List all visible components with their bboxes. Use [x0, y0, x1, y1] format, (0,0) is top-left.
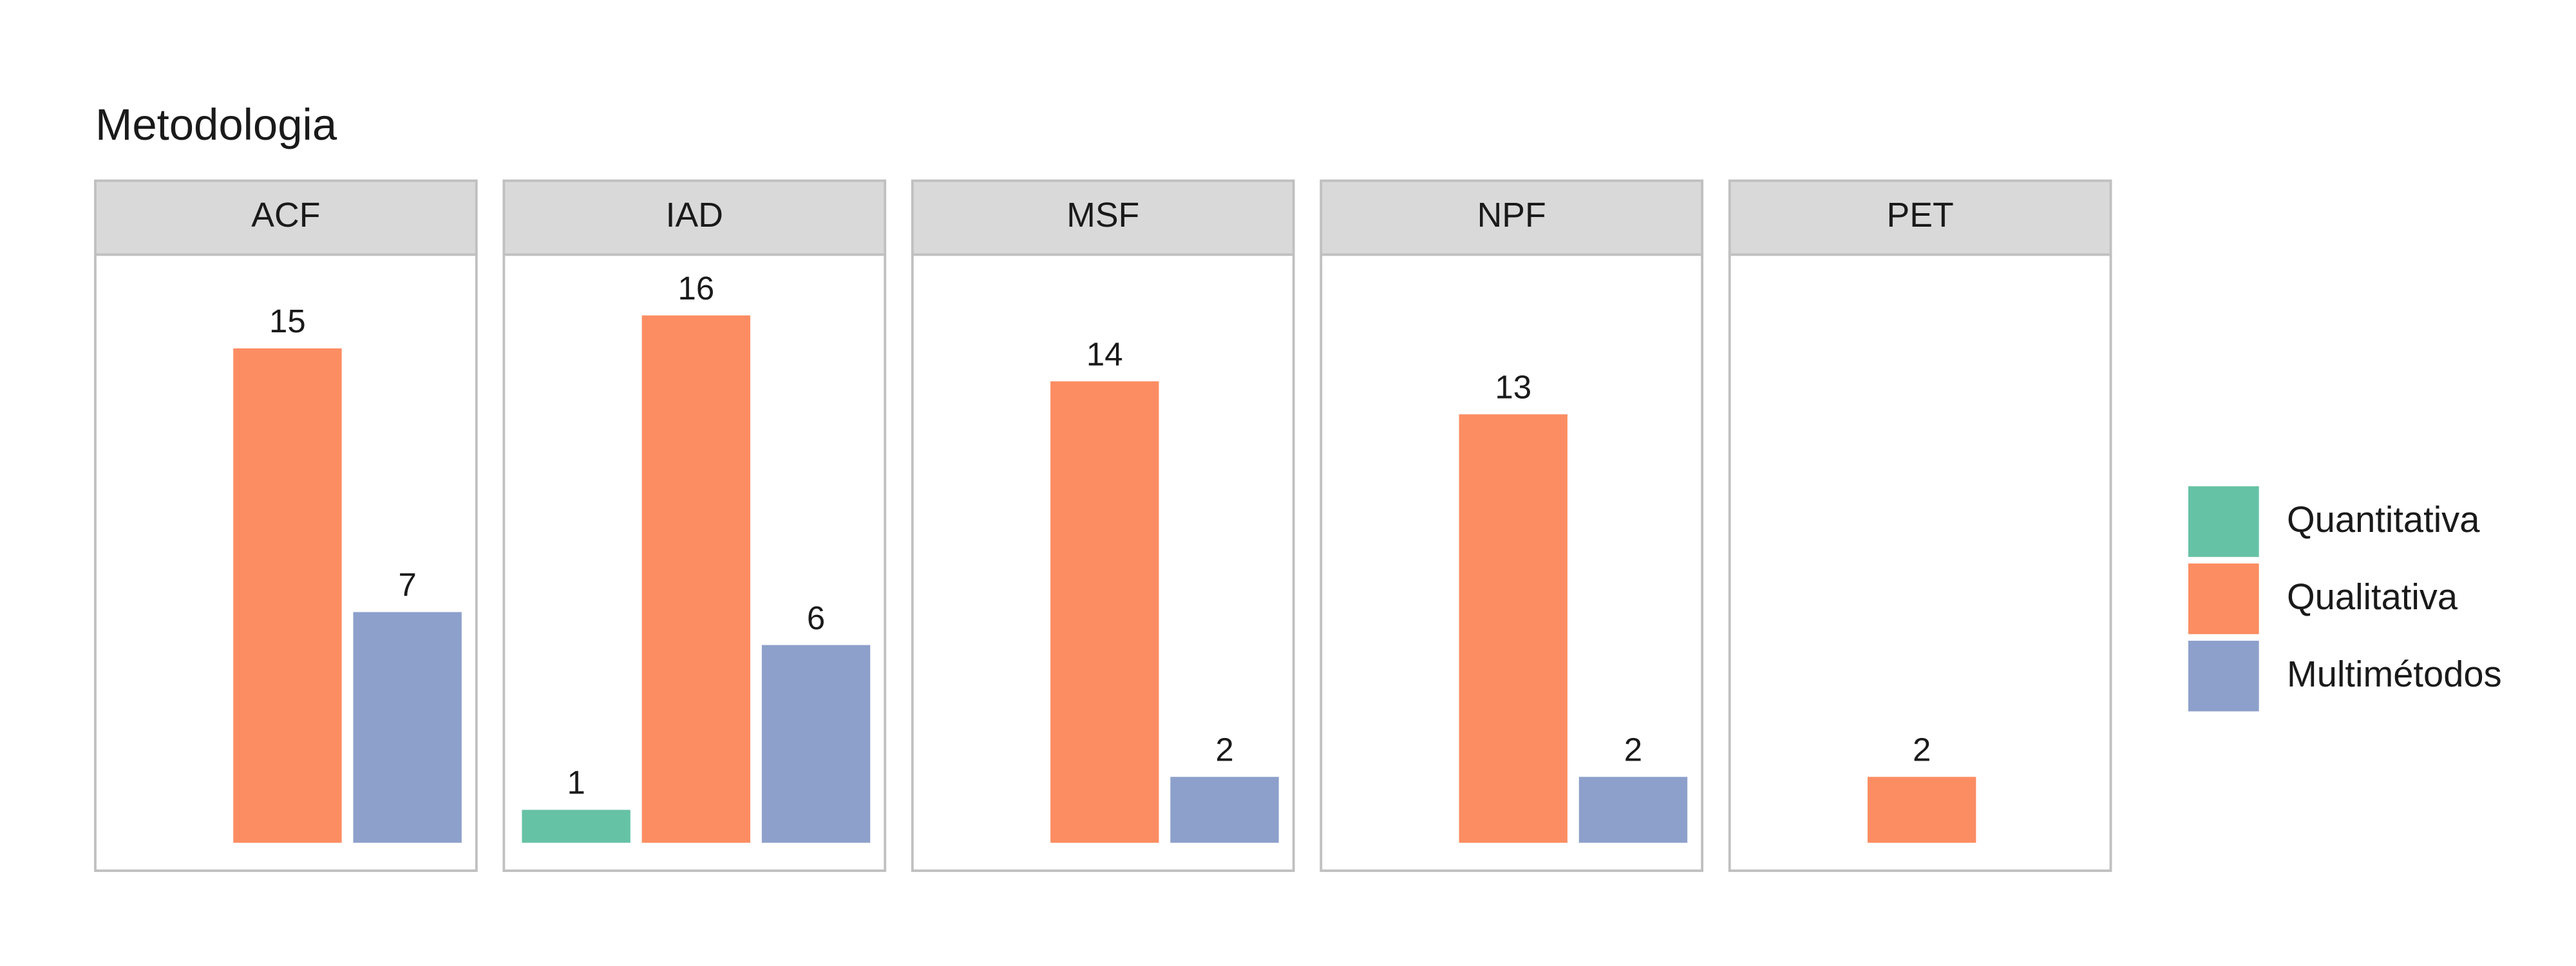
legend-label: Qualitativa	[2287, 576, 2458, 617]
strip-label: PET	[1887, 196, 1954, 234]
panel	[1728, 253, 2112, 872]
data-label: 7	[398, 567, 416, 603]
legend-label: Quantitativa	[2287, 499, 2480, 540]
data-label: 2	[1913, 732, 1931, 768]
bar	[353, 612, 462, 843]
data-label: 13	[1495, 369, 1531, 406]
bar	[1459, 414, 1567, 843]
legend-label: Multimétodos	[2287, 654, 2502, 694]
bar	[641, 315, 751, 843]
chart-title: Metodologia	[95, 100, 337, 149]
data-label: 14	[1086, 336, 1123, 372]
data-label: 2	[1624, 732, 1642, 768]
strip-label: NPF	[1477, 196, 1546, 234]
bar	[1170, 777, 1279, 843]
bar	[1868, 777, 1976, 843]
bar	[522, 810, 630, 843]
data-label: 2	[1215, 732, 1233, 768]
bar	[1050, 381, 1159, 843]
strip-label: MSF	[1066, 196, 1139, 234]
legend-key	[2188, 564, 2259, 634]
bar	[233, 348, 342, 843]
strip	[502, 179, 887, 256]
data-label: 6	[807, 600, 825, 636]
bar	[761, 645, 871, 843]
strip	[94, 179, 478, 256]
bar	[1578, 777, 1688, 843]
strip-label: IAD	[666, 196, 723, 234]
strip-label: ACF	[251, 196, 320, 234]
data-label: 15	[269, 303, 306, 339]
legend-key	[2188, 640, 2259, 712]
data-label: 16	[677, 270, 714, 307]
data-label: 1	[567, 764, 585, 801]
legend-key	[2188, 486, 2259, 557]
